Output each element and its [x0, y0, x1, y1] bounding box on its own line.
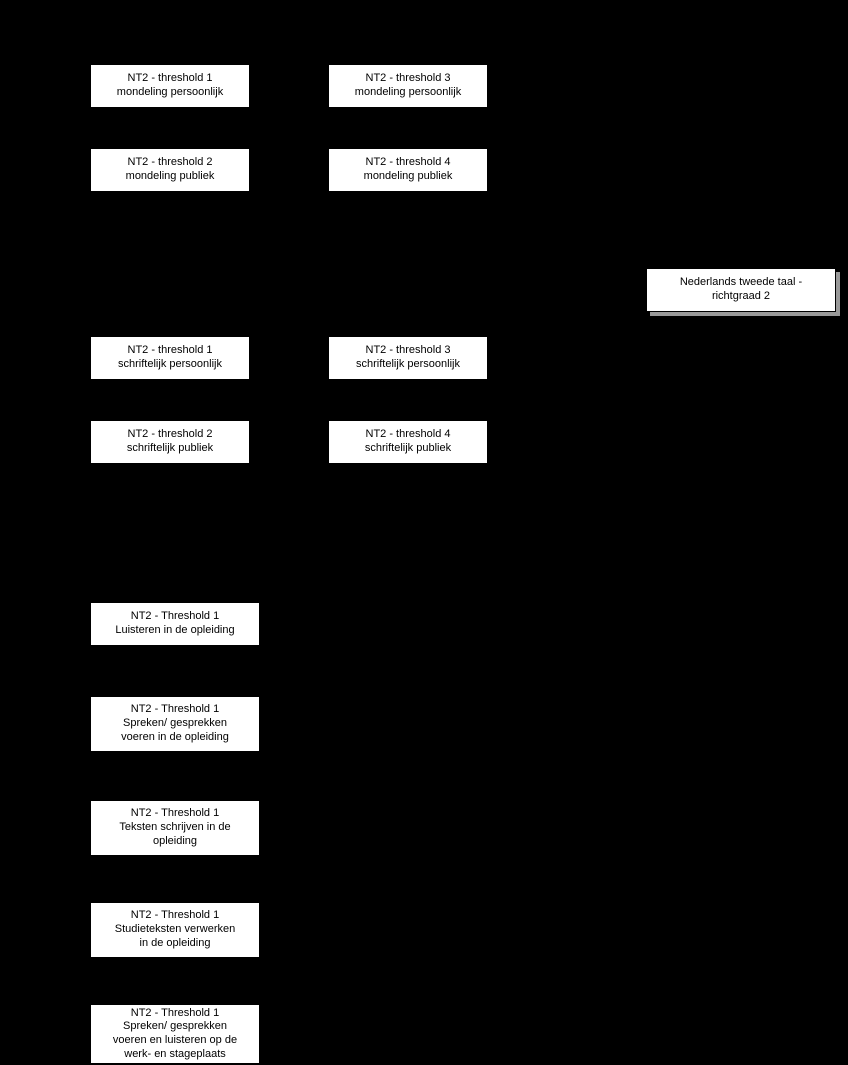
flowchart-node: NT2 - threshold 4schriftelijk publiek [328, 420, 488, 464]
node-label: Nederlands tweede taal -richtgraad 2 [653, 276, 829, 304]
flowchart-node: NT2 - threshold 3mondeling persoonlijk [328, 64, 488, 108]
flowchart-node: NT2 - threshold 4mondeling publiek [328, 148, 488, 192]
node-label: NT2 - Threshold 1Spreken/ gesprekkenvoer… [97, 703, 253, 744]
node-label: NT2 - Threshold 1Teksten schrijven in de… [97, 807, 253, 848]
flowchart-node: NT2 - Threshold 1Studieteksten verwerken… [90, 902, 260, 958]
node-label: NT2 - threshold 4schriftelijk publiek [335, 428, 481, 456]
node-label: NT2 - threshold 3mondeling persoonlijk [335, 72, 481, 100]
flowchart-node: NT2 - Threshold 1Spreken/ gesprekkenvoer… [90, 696, 260, 752]
flowchart-node: Nederlands tweede taal -richtgraad 2 [646, 268, 836, 312]
node-label: NT2 - threshold 2schriftelijk publiek [97, 428, 243, 456]
node-label: NT2 - Threshold 1Spreken/ gesprekkenvoer… [97, 1007, 253, 1062]
flowchart-node: NT2 - Threshold 1Teksten schrijven in de… [90, 800, 260, 856]
node-label: NT2 - Threshold 1Studieteksten verwerken… [97, 909, 253, 950]
flowchart-node: NT2 - threshold 1schriftelijk persoonlij… [90, 336, 250, 380]
flowchart-node: NT2 - Threshold 1Luisteren in de opleidi… [90, 602, 260, 646]
node-label: NT2 - threshold 2mondeling publiek [97, 156, 243, 184]
node-label: NT2 - Threshold 1Luisteren in de opleidi… [97, 610, 253, 638]
flowchart-node: NT2 - threshold 2schriftelijk publiek [90, 420, 250, 464]
flowchart-node: NT2 - threshold 1mondeling persoonlijk [90, 64, 250, 108]
node-label: NT2 - threshold 3schriftelijk persoonlij… [335, 344, 481, 372]
node-label: NT2 - threshold 4mondeling publiek [335, 156, 481, 184]
flowchart-node: NT2 - Threshold 1Spreken/ gesprekkenvoer… [90, 1004, 260, 1064]
flowchart-node: NT2 - threshold 3schriftelijk persoonlij… [328, 336, 488, 380]
node-label: NT2 - threshold 1schriftelijk persoonlij… [97, 344, 243, 372]
flowchart-node: NT2 - threshold 2mondeling publiek [90, 148, 250, 192]
node-label: NT2 - threshold 1mondeling persoonlijk [97, 72, 243, 100]
